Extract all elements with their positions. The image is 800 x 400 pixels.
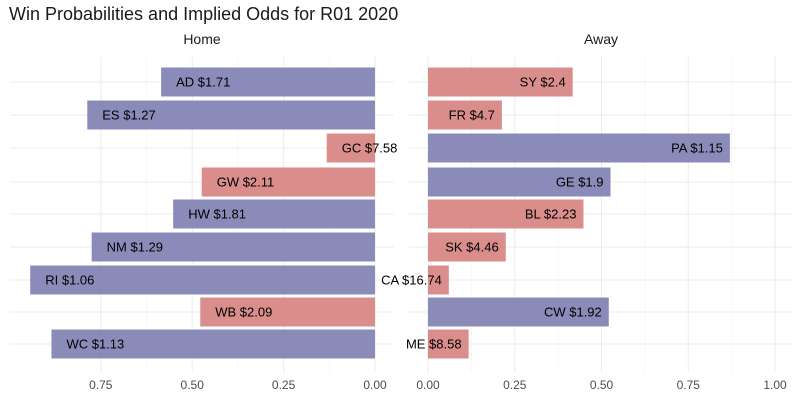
bar-label-nm: NM $1.29: [107, 240, 163, 255]
bar-gw: [201, 167, 375, 197]
bar-cw: [428, 297, 609, 327]
bar-bl: [428, 199, 584, 229]
x-tick-label: 0.75: [677, 378, 701, 392]
bar-nm: [91, 232, 375, 262]
x-tick-label: 0.25: [272, 378, 296, 392]
bar-me: [428, 329, 469, 359]
bar-sy: [428, 67, 573, 97]
bar-ca: [428, 265, 449, 295]
bar-hw: [173, 199, 375, 229]
bar-label-cw: CW $1.92: [544, 305, 602, 320]
bar-label-wb: WB $2.09: [215, 305, 272, 320]
bar-wc: [51, 329, 375, 359]
facet-label-away: Away: [584, 31, 618, 47]
bar-label-ca: CA $16.74: [381, 273, 442, 288]
bar-label-bl: BL $2.23: [525, 207, 577, 222]
bar-label-gc: GC $7.58: [342, 141, 398, 156]
bar-gc: [326, 133, 375, 163]
x-tick-label: 0.00: [363, 378, 387, 392]
x-tick-label: 0.75: [89, 378, 113, 392]
bar-label-wc: WC $1.13: [66, 337, 124, 352]
bar-ad: [161, 67, 375, 97]
bar-label-ad: AD $1.71: [176, 75, 230, 90]
bar-label-me: ME $8.58: [406, 337, 462, 352]
bar-label-ge: GE $1.9: [556, 175, 604, 190]
bar-pa: [428, 133, 730, 163]
bar-fr: [428, 100, 502, 130]
bar-label-ri: RI $1.06: [45, 273, 94, 288]
x-tick-label: 0.50: [590, 378, 614, 392]
bar-label-sy: SY $2.4: [520, 75, 566, 90]
x-tick-label: 0.25: [503, 378, 527, 392]
facet-label-home: Home: [183, 31, 221, 47]
x-tick-label: 0.50: [181, 378, 205, 392]
bar-label-hw: HW $1.81: [188, 207, 246, 222]
bar-label-gw: GW $2.11: [217, 175, 275, 190]
x-tick-label: 1.00: [763, 378, 787, 392]
x-tick-label: 0.00: [416, 378, 440, 392]
bar-es: [87, 100, 375, 130]
bar-label-fr: FR $4.7: [449, 108, 495, 123]
bar-label-es: ES $1.27: [102, 108, 156, 123]
bar-label-sk: SK $4.46: [445, 240, 499, 255]
bar-wb: [200, 297, 375, 327]
bar-ge: [428, 167, 611, 197]
bar-sk: [428, 232, 506, 262]
chart-title: Win Probabilities and Implied Odds for R…: [9, 4, 399, 24]
bar-ri: [30, 265, 376, 295]
bar-label-pa: PA $1.15: [671, 141, 723, 156]
